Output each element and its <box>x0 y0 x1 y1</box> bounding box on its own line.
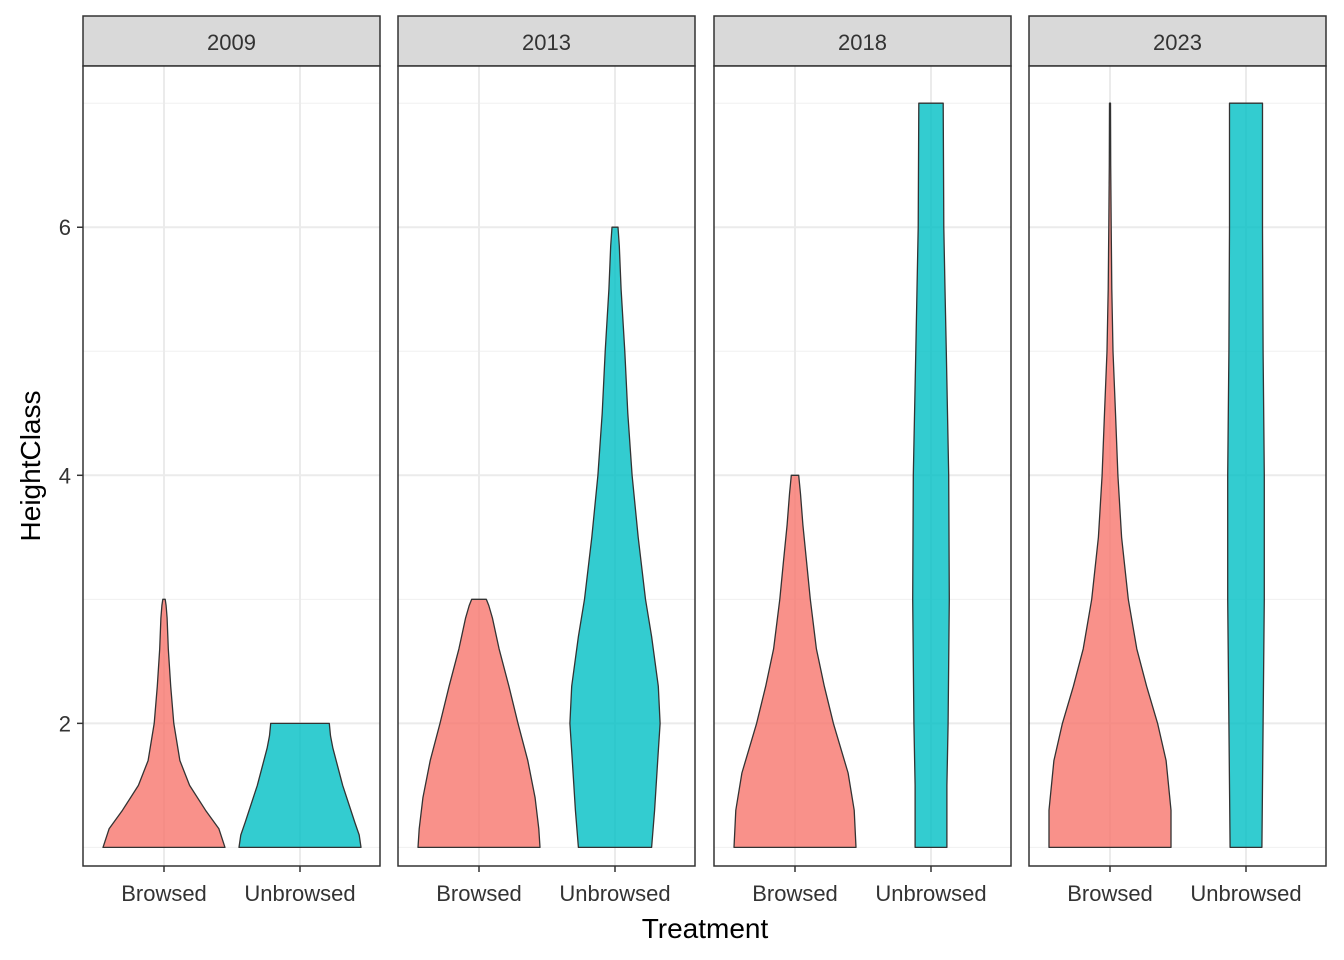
facet-panel-2009: 2009 Browsed Unbrowsed <box>82 15 381 906</box>
x-tick-label: Unbrowsed <box>559 881 670 906</box>
facet-strip <box>1028 15 1327 67</box>
violin-browsed <box>1048 102 1172 849</box>
x-tick-label: Browsed <box>752 881 838 906</box>
y-tick-label: 2 <box>59 711 71 736</box>
y-tick-label: 4 <box>59 463 71 488</box>
violin-browsed <box>733 474 857 849</box>
x-tick-label: Browsed <box>1067 881 1153 906</box>
violin-unbrowsed <box>912 102 950 849</box>
violin-unbrowsed <box>1227 102 1265 849</box>
facet-strip-label: 2023 <box>1153 30 1202 55</box>
x-tick-label: Unbrowsed <box>244 881 355 906</box>
facet-strip <box>713 15 1012 67</box>
facet-panel-2018: 2018 Browsed Unbrowsed <box>713 15 1012 906</box>
panel-background <box>83 66 380 866</box>
x-tick-label: Unbrowsed <box>1190 881 1301 906</box>
y-axis: 2 4 6 <box>59 215 83 736</box>
x-tick-label: Browsed <box>121 881 207 906</box>
facet-panel-2023: 2023 Browsed Unbrowsed <box>1028 15 1327 906</box>
violin-browsed <box>417 598 541 849</box>
panel-border <box>1028 65 1327 867</box>
violin-unbrowsed <box>238 722 362 849</box>
x-tick-label: Browsed <box>436 881 522 906</box>
x-tick-label: Unbrowsed <box>875 881 986 906</box>
y-axis-title: HeightClass <box>15 391 46 542</box>
violin-browsed <box>102 598 226 849</box>
y-tick-label: 6 <box>59 215 71 240</box>
panel-border <box>82 65 381 867</box>
facet-strip <box>397 15 696 67</box>
facet-strip-label: 2009 <box>207 30 256 55</box>
violin-unbrowsed <box>569 226 661 849</box>
facet-strip-label: 2018 <box>838 30 887 55</box>
facet-panel-2013: 2013 Browsed Unbrowsed <box>397 15 696 906</box>
facet-strip-label: 2013 <box>522 30 571 55</box>
x-axis-title: Treatment <box>642 913 769 944</box>
facet-panels: 2009 Browsed Unbrowsed 2013 Browsed Unbrowsed… <box>82 15 1327 906</box>
panel-border <box>713 65 1012 867</box>
facet-strip <box>82 15 381 67</box>
panel-border <box>397 65 696 867</box>
